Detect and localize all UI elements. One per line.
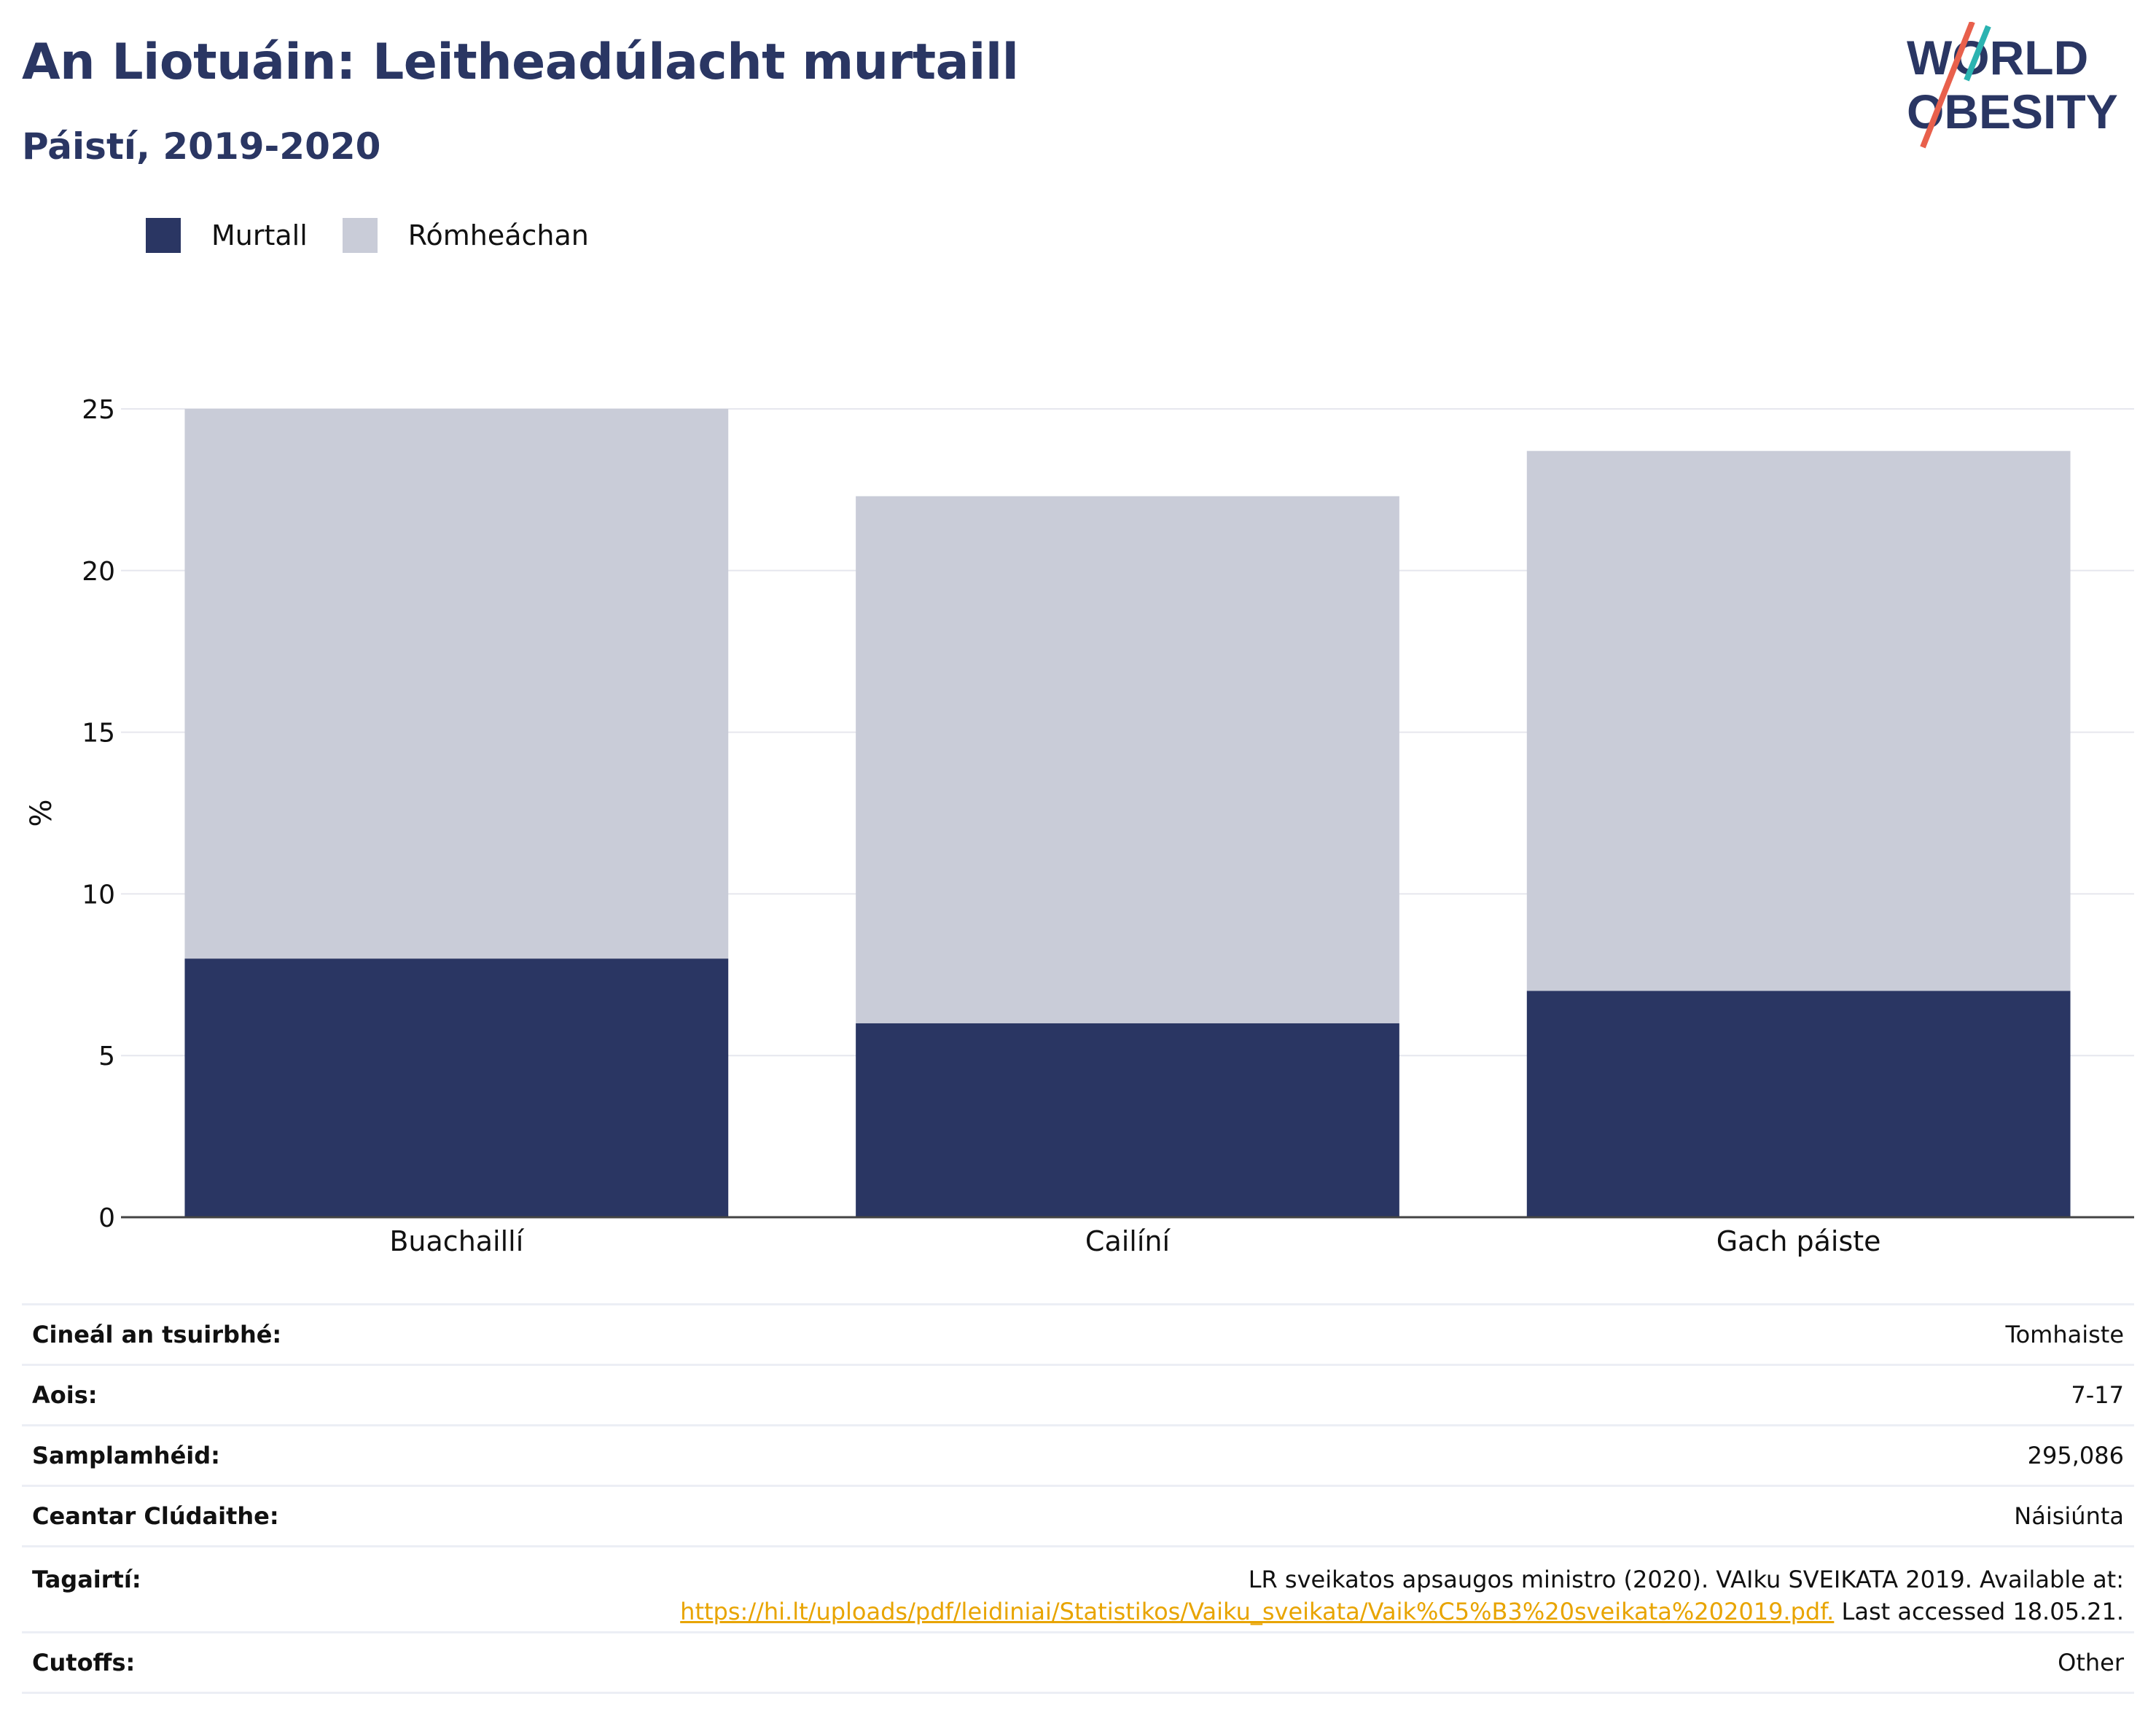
- bar-murtall: [184, 958, 729, 1217]
- logo-line1: WORLD: [1907, 31, 2088, 85]
- legend-swatch-romheachan: [342, 218, 378, 253]
- bar-romheachan: [184, 409, 729, 959]
- meta-label: Aois:: [32, 1381, 98, 1409]
- y-axis-title: %: [25, 799, 58, 827]
- bar-romheachan: [856, 496, 1399, 1023]
- meta-label: Tagairtí:: [32, 1566, 141, 1593]
- chart-subtitle: Páistí, 2019-2020: [22, 125, 381, 168]
- meta-row-coverage: Ceantar Clúdaithe: Náisiúnta: [22, 1487, 2134, 1547]
- y-tick-label: 5: [98, 1042, 115, 1071]
- meta-value: 295,086: [2027, 1442, 2124, 1469]
- x-tick-label: Gach páiste: [1716, 1225, 1881, 1257]
- bar-murtall: [856, 1023, 1399, 1217]
- y-tick-label: 10: [82, 880, 115, 910]
- meta-value: Other: [2058, 1649, 2124, 1676]
- x-tick-label: Cailíní: [1085, 1225, 1171, 1257]
- references-value: LR sveikatos apsaugos ministro (2020). V…: [680, 1563, 2124, 1628]
- y-tick-label: 15: [82, 719, 115, 749]
- y-tick-label: 0: [98, 1203, 115, 1233]
- references-text: LR sveikatos apsaugos ministro (2020). V…: [1248, 1566, 2124, 1593]
- meta-row-survey-type: Cineál an tsuirbhé: Tomhaiste: [22, 1305, 2134, 1366]
- metadata-table: Cineál an tsuirbhé: Tomhaiste Aois: 7-17…: [22, 1303, 2134, 1694]
- meta-label: Cutoffs:: [32, 1649, 136, 1676]
- meta-label: Ceantar Clúdaithe:: [32, 1502, 279, 1530]
- legend-label-romheachan: Rómheáchan: [407, 219, 589, 251]
- bar-romheachan: [1526, 450, 2071, 991]
- y-tick-label: 20: [82, 557, 115, 587]
- y-tick-label: 25: [82, 395, 115, 425]
- meta-value: 7-17: [2071, 1381, 2124, 1409]
- logo-slash-teal: [1964, 25, 1991, 82]
- references-link[interactable]: https://hi.lt/uploads/pdf/leidiniai/Stat…: [680, 1598, 1835, 1625]
- meta-value: Náisiúnta: [2014, 1502, 2124, 1530]
- bar-chart: 0 5 10 15 20 25% Buachaillí Cailíní Gach páiste: [25, 395, 2134, 1257]
- legend-swatch-murtall: [146, 218, 181, 253]
- meta-row-sample-size: Samplamhéid: 295,086: [22, 1426, 2134, 1487]
- meta-label: Cineál an tsuirbhé:: [32, 1321, 282, 1348]
- meta-value: Tomhaiste: [2005, 1321, 2124, 1348]
- logo-slash-red: [1920, 22, 1975, 149]
- meta-row-references: Tagairtí: LR sveikatos apsaugos ministro…: [22, 1547, 2134, 1633]
- x-tick-label: Buachaillí: [389, 1225, 524, 1257]
- legend-label-murtall: Murtall: [211, 219, 308, 251]
- meta-label: Samplamhéid:: [32, 1442, 220, 1469]
- meta-row-age: Aois: 7-17: [22, 1366, 2134, 1426]
- chart-title: An Liotuáin: Leitheadúlacht murtaill: [22, 34, 1019, 91]
- references-suffix: Last accessed 18.05.21.: [1834, 1598, 2125, 1625]
- chart-legend: Murtall Rómheáchan: [146, 217, 624, 254]
- bar-murtall: [1526, 991, 2071, 1217]
- meta-row-cutoffs: Cutoffs: Other: [22, 1633, 2134, 1694]
- world-obesity-logo: WORLD OBESITY: [1907, 22, 2118, 149]
